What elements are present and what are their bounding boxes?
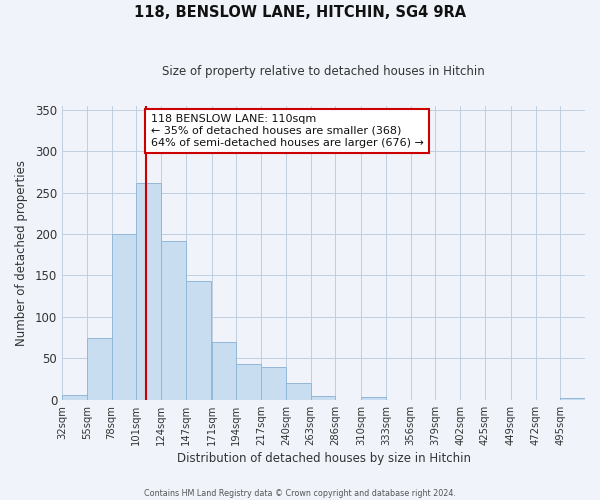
Bar — [560, 398, 585, 400]
Bar — [112, 234, 136, 400]
Bar — [186, 282, 211, 400]
Bar — [87, 338, 112, 400]
Text: Contains HM Land Registry data © Crown copyright and database right 2024.: Contains HM Land Registry data © Crown c… — [144, 488, 456, 498]
Text: 118, BENSLOW LANE, HITCHIN, SG4 9RA: 118, BENSLOW LANE, HITCHIN, SG4 9RA — [134, 5, 466, 20]
Bar — [136, 182, 161, 400]
Bar — [361, 396, 386, 400]
Bar — [311, 396, 335, 400]
Bar — [212, 342, 236, 400]
Bar — [286, 383, 311, 400]
Bar — [261, 366, 286, 400]
Text: 118 BENSLOW LANE: 110sqm
← 35% of detached houses are smaller (368)
64% of semi-: 118 BENSLOW LANE: 110sqm ← 35% of detach… — [151, 114, 424, 148]
Y-axis label: Number of detached properties: Number of detached properties — [15, 160, 28, 346]
X-axis label: Distribution of detached houses by size in Hitchin: Distribution of detached houses by size … — [176, 452, 470, 465]
Bar — [62, 395, 87, 400]
Title: Size of property relative to detached houses in Hitchin: Size of property relative to detached ho… — [162, 65, 485, 78]
Bar — [161, 242, 186, 400]
Bar — [236, 364, 261, 400]
